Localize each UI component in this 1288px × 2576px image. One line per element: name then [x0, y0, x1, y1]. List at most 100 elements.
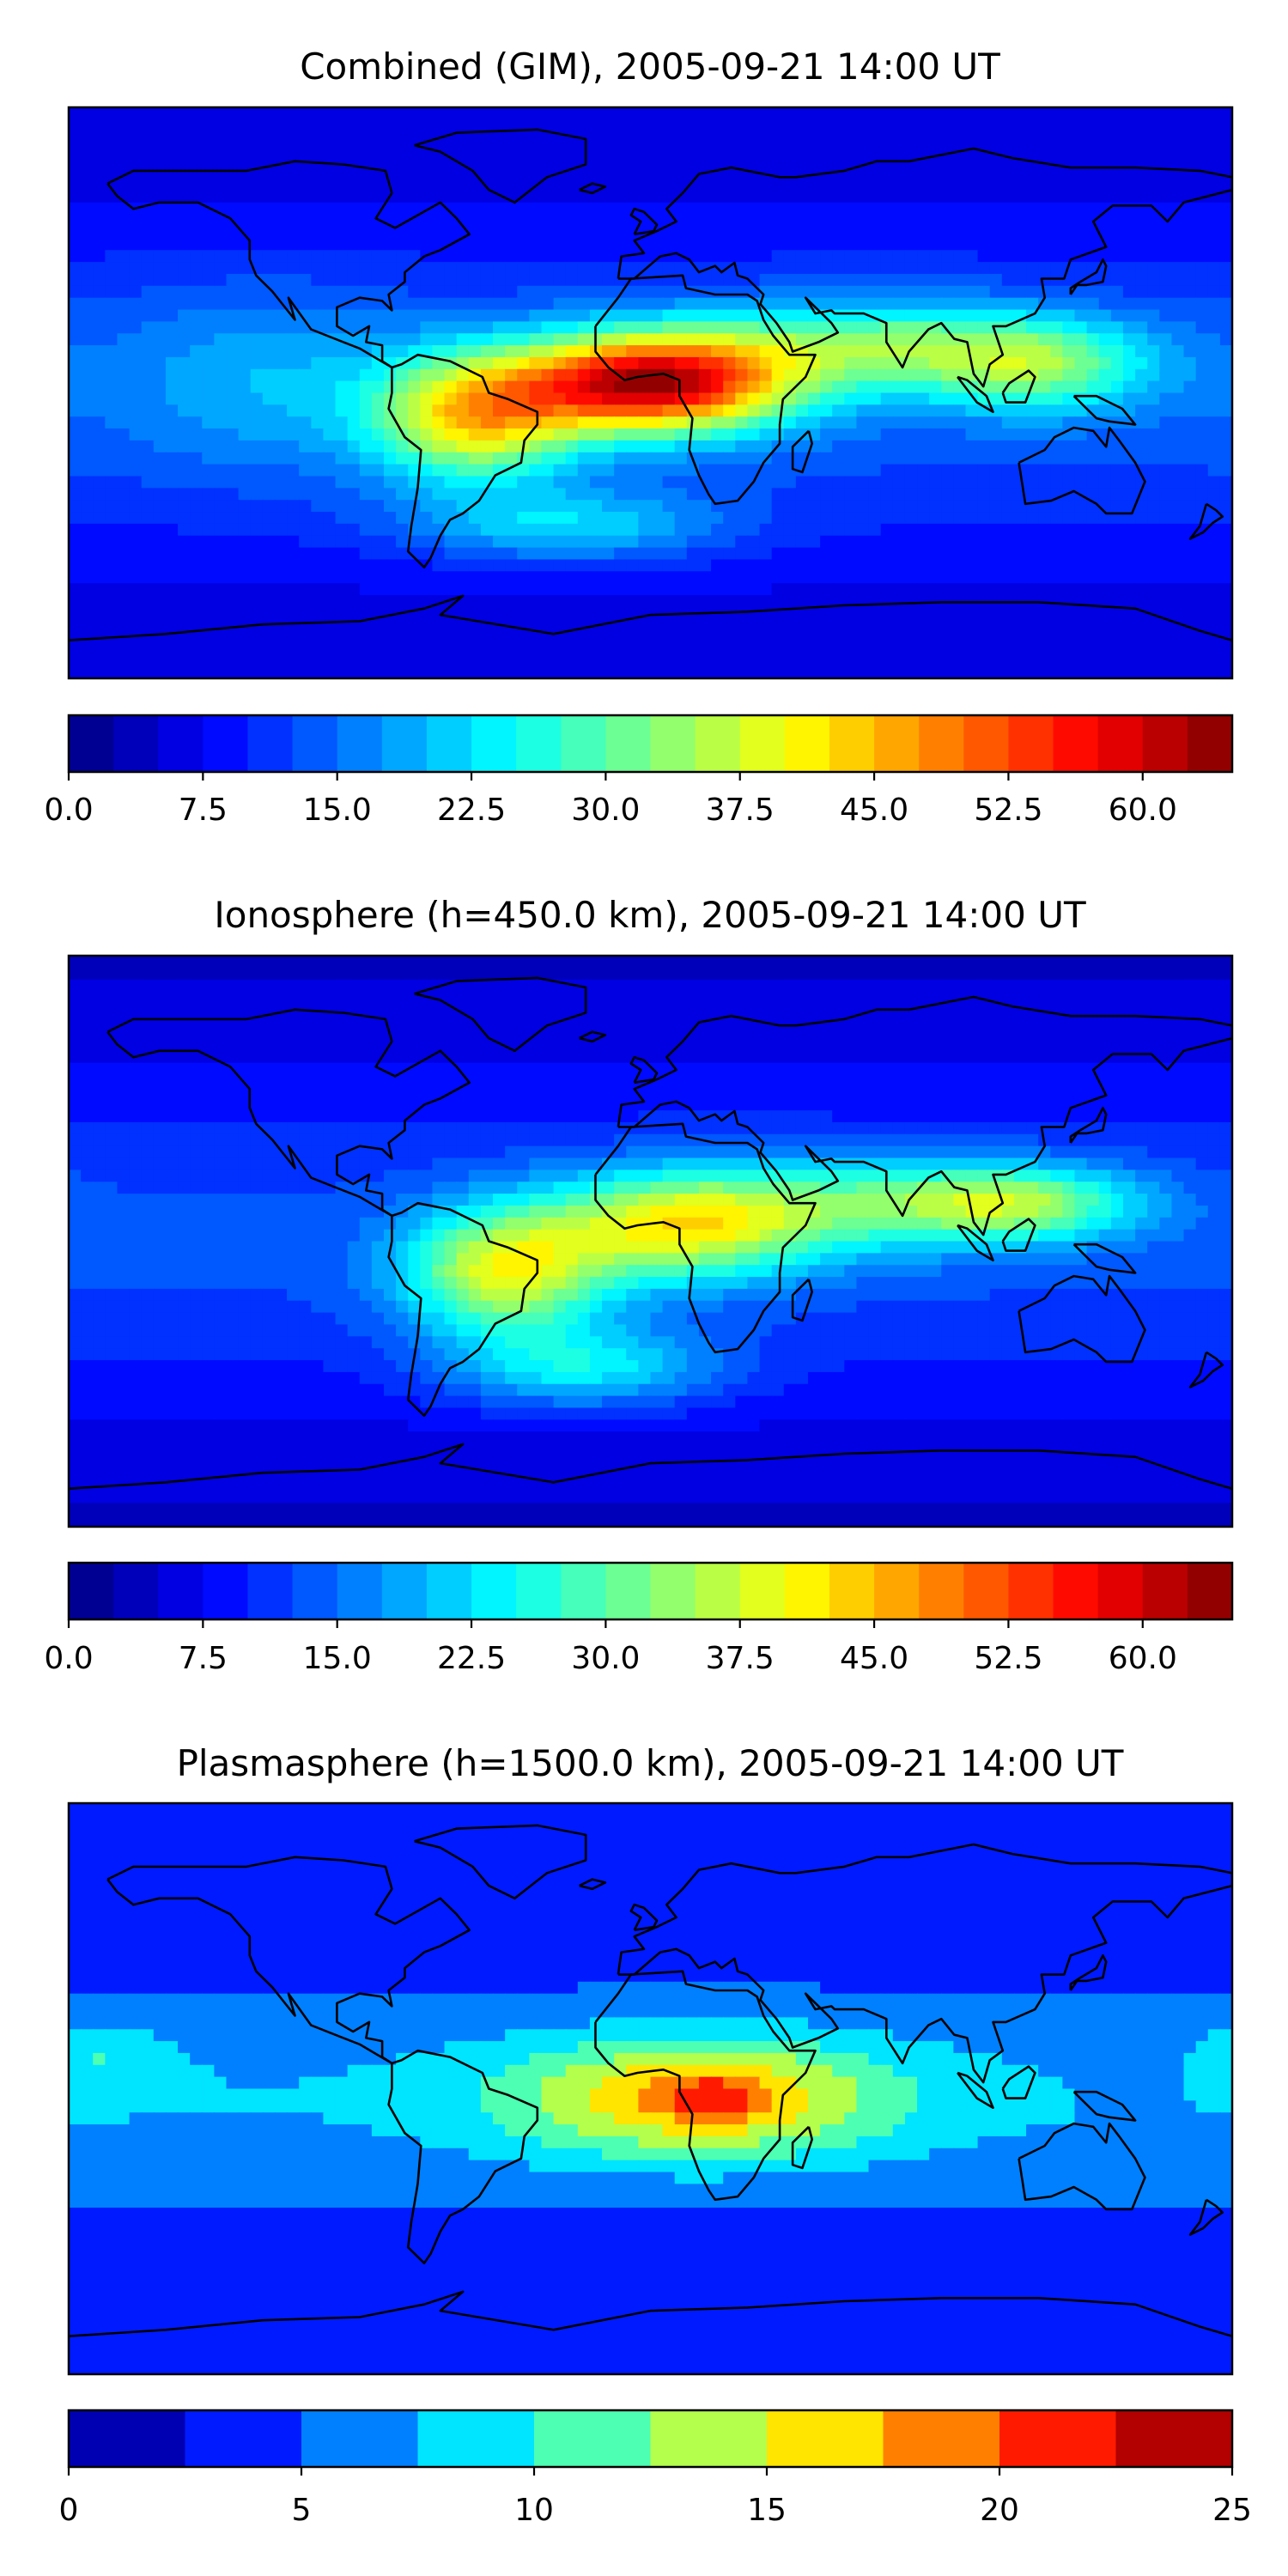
- field-cell: [989, 250, 1003, 263]
- field-cell: [1159, 559, 1173, 573]
- field-cell: [1110, 583, 1124, 596]
- field-cell: [577, 956, 591, 969]
- field-cell: [190, 118, 204, 132]
- field-cell: [214, 333, 228, 346]
- field-cell: [565, 345, 579, 358]
- field-cell: [165, 464, 179, 477]
- field-cell: [517, 559, 531, 573]
- field-cell: [1062, 118, 1076, 132]
- field-cell: [577, 523, 591, 537]
- field-cell: [747, 190, 761, 204]
- field-cell: [1122, 214, 1136, 228]
- field-cell: [1062, 143, 1076, 156]
- field-cell: [190, 967, 204, 981]
- field-cell: [650, 559, 664, 573]
- field-cell: [698, 179, 712, 191]
- field-cell: [69, 155, 82, 168]
- field-cell: [81, 380, 94, 394]
- field-cell: [1147, 392, 1161, 406]
- field-cell: [396, 535, 409, 549]
- field-cell: [1159, 630, 1173, 644]
- field-cell: [493, 967, 506, 981]
- field-cell: [929, 654, 943, 667]
- field-cell: [868, 214, 882, 228]
- field-cell: [238, 202, 252, 216]
- field-cell: [432, 273, 446, 287]
- field-cell: [1183, 297, 1197, 311]
- field-cell: [650, 167, 664, 179]
- field-cell: [202, 547, 216, 561]
- field-cell: [117, 967, 131, 981]
- field-cell: [311, 309, 325, 323]
- field-cell: [420, 416, 434, 429]
- field-cell: [93, 595, 106, 608]
- field-cell: [650, 143, 664, 156]
- field-cell: [771, 179, 785, 191]
- field-cell: [941, 535, 955, 549]
- field-cell: [1122, 535, 1136, 549]
- field-cell: [868, 979, 882, 993]
- field-cell: [577, 333, 591, 346]
- field-cell: [93, 131, 106, 144]
- field-cell: [711, 547, 724, 561]
- field-cell: [262, 285, 276, 299]
- field-cell: [711, 416, 724, 429]
- field-cell: [953, 167, 967, 179]
- field-cell: [480, 956, 494, 969]
- field-cell: [1098, 630, 1112, 644]
- field-cell: [323, 618, 337, 632]
- field-cell: [953, 523, 967, 537]
- field-cell: [1110, 606, 1124, 620]
- field-cell: [274, 523, 288, 537]
- field-cell: [1122, 321, 1136, 335]
- field-cell: [602, 547, 615, 561]
- field-cell: [844, 488, 858, 501]
- field-cell: [396, 167, 409, 179]
- field-cell: [129, 979, 143, 993]
- field-cell: [190, 392, 204, 406]
- field-cell: [529, 321, 543, 335]
- field-cell: [977, 559, 991, 573]
- field-cell: [783, 250, 797, 263]
- field-cell: [444, 333, 458, 346]
- field-cell: [129, 991, 143, 1005]
- field-cell: [735, 333, 749, 346]
- field-cell: [1147, 559, 1161, 573]
- field-cell: [1110, 654, 1124, 667]
- field-cell: [832, 630, 846, 644]
- field-cell: [1195, 404, 1209, 417]
- field-cell: [832, 214, 846, 228]
- field-cell: [1171, 547, 1185, 561]
- field-cell: [1086, 107, 1100, 120]
- field-cell: [1074, 535, 1088, 549]
- field-cell: [1183, 118, 1197, 132]
- field-cell: [674, 321, 688, 335]
- field-cell: [1159, 595, 1173, 608]
- field-cell: [650, 440, 664, 453]
- field-cell: [1159, 476, 1173, 489]
- field-cell: [493, 226, 506, 240]
- field-cell: [868, 226, 882, 240]
- field-cell: [1001, 512, 1015, 525]
- field-cell: [153, 118, 167, 132]
- field-cell: [250, 967, 264, 981]
- field-cell: [262, 523, 276, 537]
- field-cell: [674, 642, 688, 656]
- field-cell: [965, 488, 979, 501]
- field-cell: [1074, 416, 1088, 429]
- field-cell: [977, 214, 991, 228]
- field-cell: [589, 214, 603, 228]
- field-cell: [577, 535, 591, 549]
- field-cell: [626, 118, 640, 132]
- field-cell: [759, 368, 773, 382]
- field-cell: [371, 118, 385, 132]
- field-cell: [117, 321, 131, 335]
- field-cell: [723, 452, 737, 465]
- field-cell: [214, 179, 228, 191]
- field-cell: [565, 202, 579, 216]
- field-cell: [178, 273, 191, 287]
- field-cell: [759, 523, 773, 537]
- field-cell: [238, 262, 252, 275]
- field-cell: [444, 523, 458, 537]
- field-cell: [323, 464, 337, 477]
